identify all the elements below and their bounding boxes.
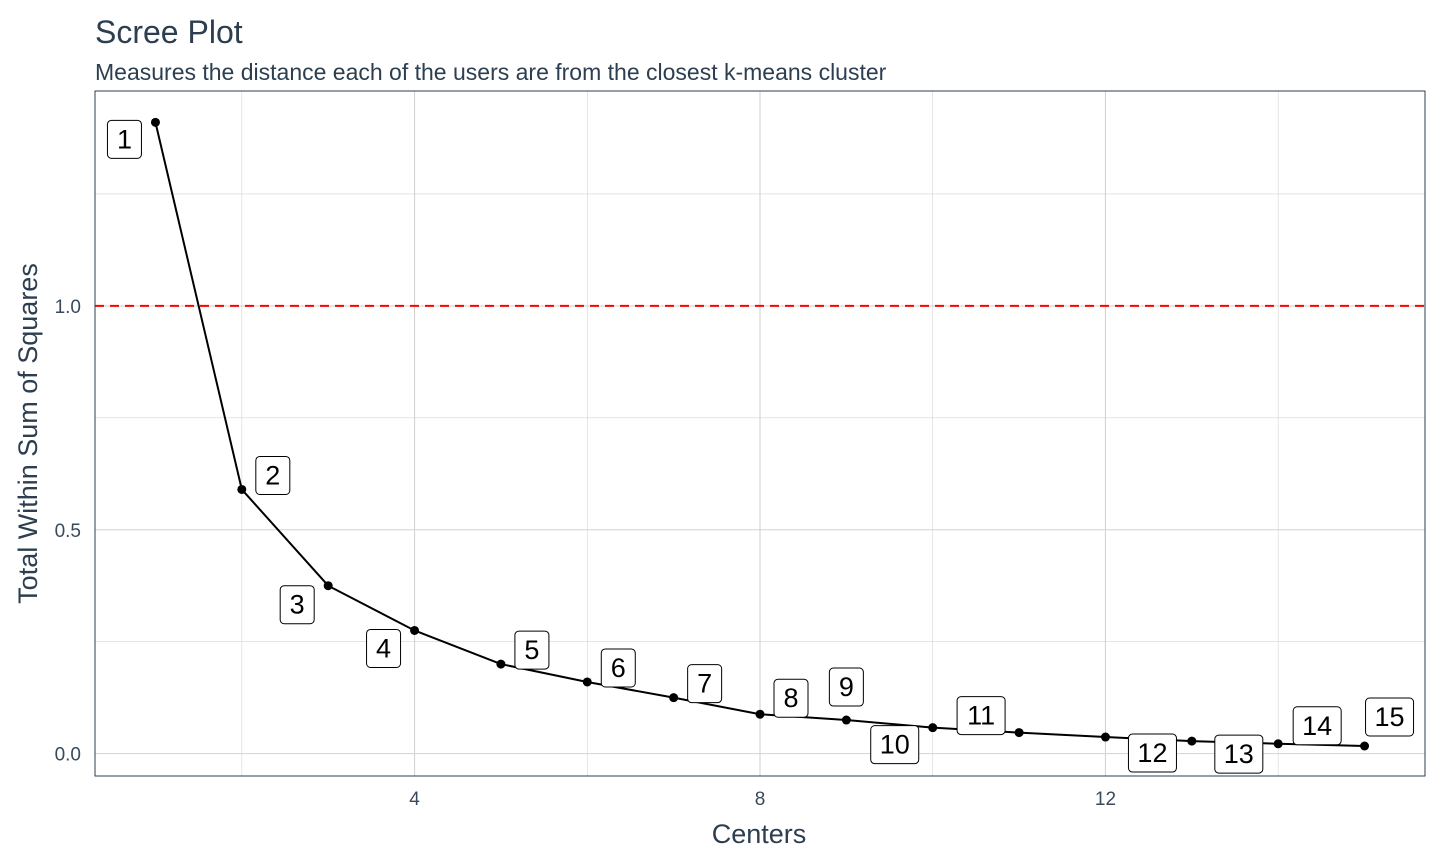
data-point: [237, 484, 247, 494]
point-label-box: [255, 455, 291, 495]
point-label-box: [1365, 697, 1415, 737]
point-label-box: [600, 648, 636, 688]
point-label-box: [1214, 734, 1264, 774]
point-label: 14: [1302, 711, 1332, 741]
data-point: [928, 723, 938, 733]
data-point: [755, 709, 765, 719]
point-label-box: [828, 667, 864, 707]
point-label-box: [687, 664, 723, 704]
point-label: 6: [611, 653, 626, 683]
point-label: 2: [265, 460, 280, 490]
x-axis-title: Centers: [712, 819, 807, 849]
chart-subtitle: Measures the distance each of the users …: [95, 59, 887, 85]
data-point: [1273, 739, 1283, 749]
data-point: [582, 677, 592, 687]
y-tick-label: 1.0: [55, 297, 81, 318]
y-axis-title: Total Within Sum of Squares: [13, 263, 43, 604]
data-point: [1014, 728, 1024, 738]
point-label: 7: [697, 669, 712, 699]
data-point: [1360, 741, 1370, 751]
x-tick-label: 8: [755, 789, 766, 810]
point-label-box: [1292, 706, 1342, 746]
data-point: [1187, 736, 1197, 746]
point-label-box: [514, 630, 550, 670]
data-point: [1100, 732, 1110, 742]
x-tick-label: 12: [1095, 789, 1116, 810]
point-label: 4: [376, 633, 391, 663]
data-point: [841, 715, 851, 725]
point-label: 13: [1224, 739, 1254, 769]
point-label: 3: [290, 590, 305, 620]
data-point: [323, 581, 333, 591]
point-label: 1: [117, 124, 132, 154]
point-label-box: [870, 725, 920, 765]
point-label-box: [366, 628, 402, 668]
point-label-box: [1127, 733, 1177, 773]
point-label: 15: [1375, 702, 1405, 732]
y-tick-label: 0.5: [55, 521, 81, 542]
point-label: 9: [839, 672, 854, 702]
point-label: 5: [524, 635, 539, 665]
data-point: [410, 625, 420, 635]
panel-border: [94, 90, 1426, 777]
point-label: 11: [967, 701, 995, 731]
point-label: 10: [880, 730, 910, 760]
x-tick-label: 4: [409, 789, 420, 810]
point-label: 12: [1137, 738, 1167, 768]
y-tick-label: 0.0: [55, 745, 81, 766]
point-label-box: [106, 119, 142, 159]
point-label: 8: [783, 683, 798, 713]
point-label-box: [773, 678, 809, 718]
data-point: [150, 117, 160, 127]
data-point: [669, 693, 679, 703]
chart-title: Scree Plot: [95, 14, 243, 50]
point-label-box: [279, 585, 315, 625]
data-point: [496, 659, 506, 669]
point-label-box: [956, 696, 1006, 736]
